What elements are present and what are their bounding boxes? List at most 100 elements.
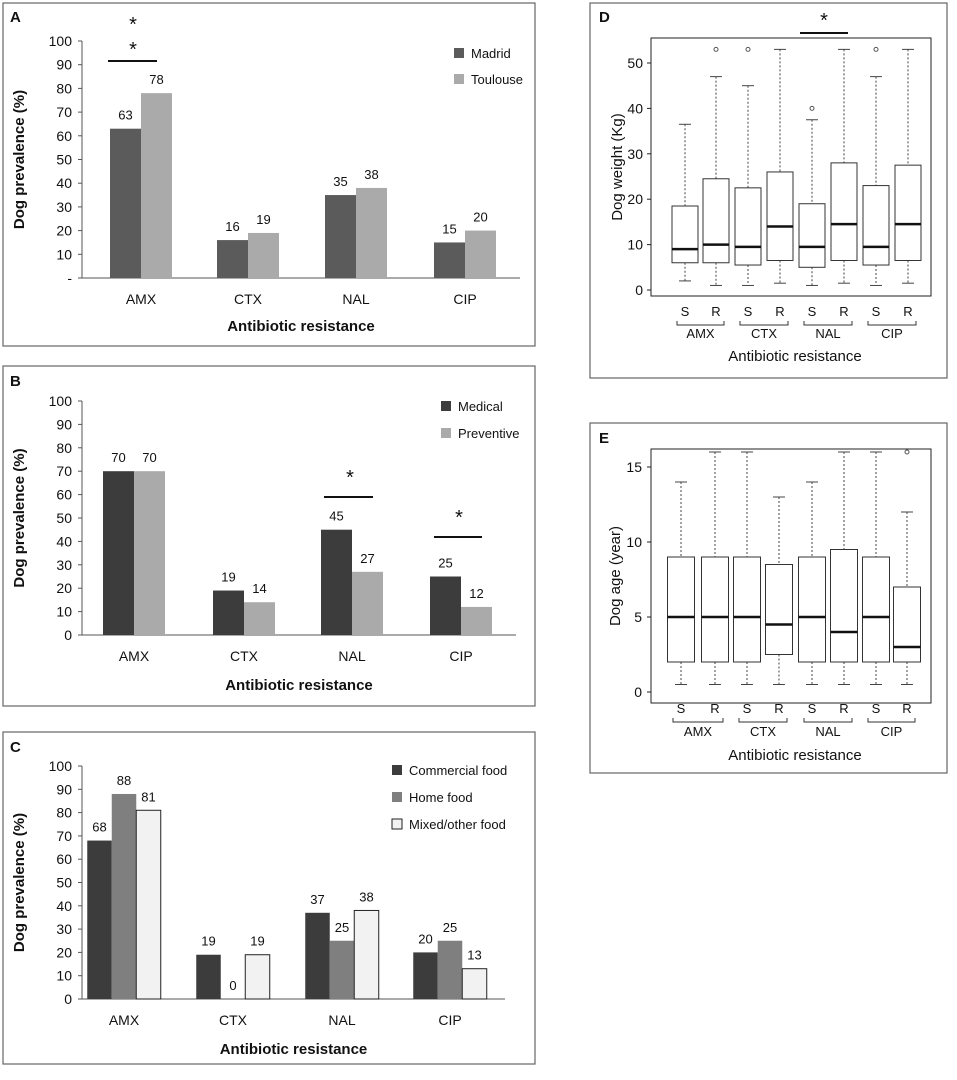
bar-nal-home-food	[329, 940, 355, 999]
group-bracket	[803, 321, 853, 326]
bar-nal-madrid	[325, 195, 356, 278]
y-tick-label: 40	[56, 175, 72, 191]
data-label: 19	[221, 570, 235, 585]
x-subgroup-label: R	[839, 701, 848, 716]
y-tick-label: 30	[627, 146, 643, 162]
outlier-point	[745, 46, 751, 52]
x-subgroup-label: S	[743, 701, 752, 716]
bar-nal-medical	[321, 529, 352, 635]
data-label: 25	[443, 920, 457, 935]
x-subgroup-label: S	[808, 701, 817, 716]
panel-frame	[589, 2, 948, 379]
x-category-label: NAL	[342, 291, 369, 307]
data-label: 70	[111, 450, 125, 465]
box-cip-s	[862, 556, 890, 663]
legend-label: Home food	[409, 790, 473, 805]
plot-area-frame	[650, 37, 932, 297]
plot-area-frame	[650, 448, 932, 704]
group-bracket	[803, 718, 853, 723]
data-label: 38	[359, 889, 373, 904]
legend-swatch	[454, 48, 464, 58]
data-label: 19	[201, 934, 215, 949]
y-tick-label: 60	[56, 851, 72, 867]
y-tick-label: 10	[56, 604, 72, 620]
y-tick-label: 100	[49, 393, 73, 409]
y-tick-label: 15	[626, 459, 642, 475]
panel-frame	[2, 365, 536, 707]
x-group-label: AMX	[684, 724, 713, 739]
bar-amx-mixed-other-food	[135, 809, 162, 1000]
data-label: 78	[149, 72, 163, 87]
y-tick-label: 50	[56, 152, 72, 168]
significance-star: *	[129, 14, 137, 36]
data-label: 15	[442, 221, 456, 236]
x-subgroup-label: S	[744, 304, 753, 319]
box-nal-s	[798, 556, 826, 663]
y-tick-label: 10	[56, 968, 72, 984]
x-subgroup-label: R	[902, 701, 911, 716]
y-tick-label: 20	[56, 580, 72, 596]
data-label: 12	[469, 586, 483, 601]
x-subgroup-label: R	[775, 304, 784, 319]
y-tick-label: 70	[56, 828, 72, 844]
box-ctx-s	[733, 556, 761, 663]
bar-nal-mixed-other-food	[353, 909, 380, 1000]
x-category-label: CTX	[219, 1012, 248, 1028]
y-tick-label: 100	[49, 758, 73, 774]
y-tick-label: -	[67, 270, 72, 286]
y-axis-title: Dog prevalence (%)	[11, 813, 28, 952]
y-tick-label: 80	[56, 440, 72, 456]
bar-cip-commercial-food	[413, 952, 438, 999]
box-ctx-r	[765, 564, 793, 655]
data-label: 16	[225, 219, 239, 234]
x-group-label: CIP	[881, 326, 903, 341]
y-axis-title: Dog prevalence (%)	[11, 448, 28, 587]
x-axis-title: Antibiotic resistance	[220, 1041, 368, 1058]
bar-amx-madrid	[110, 128, 141, 278]
bar-cip-mixed-other-food	[461, 968, 488, 1000]
y-tick-label: 70	[56, 463, 72, 479]
legend-label: Preventive	[458, 426, 519, 441]
legend-label: Medical	[458, 399, 503, 414]
legend-swatch	[441, 428, 451, 438]
data-label: 37	[310, 892, 324, 907]
data-label: 20	[418, 931, 432, 946]
data-label: 25	[438, 556, 452, 571]
x-category-label: CIP	[453, 291, 476, 307]
group-bracket	[738, 718, 788, 723]
box-amx-s	[671, 205, 699, 264]
significance-star: *	[129, 39, 137, 61]
bar-ctx-commercial-food	[196, 954, 221, 999]
legend-label: Commercial food	[409, 763, 507, 778]
y-tick-label: 30	[56, 921, 72, 937]
x-category-label: AMX	[126, 291, 157, 307]
x-group-label: CTX	[750, 724, 776, 739]
x-category-label: NAL	[328, 1012, 355, 1028]
data-label: 35	[333, 174, 347, 189]
y-tick-label: 10	[627, 237, 643, 253]
significance-star: *	[820, 10, 828, 32]
outlier-point	[873, 46, 879, 52]
panel-letter: B	[10, 373, 21, 390]
bar-cip-madrid	[434, 242, 465, 278]
box-amx-r	[702, 178, 730, 264]
group-bracket	[672, 718, 724, 723]
legend-swatch	[441, 401, 451, 411]
x-group-label: AMX	[686, 326, 715, 341]
bar-cip-home-food	[437, 940, 463, 999]
bar-amx-medical	[103, 471, 134, 635]
panel-letter: E	[599, 430, 609, 447]
x-category-label: CIP	[438, 1012, 461, 1028]
x-category-label: AMX	[119, 648, 150, 664]
data-label: 81	[141, 789, 155, 804]
group-bracket	[739, 321, 789, 326]
panel-frame	[589, 422, 948, 774]
y-tick-label: 10	[626, 534, 642, 550]
panel-frame	[2, 731, 536, 1065]
x-subgroup-label: R	[710, 701, 719, 716]
y-tick-label: 20	[627, 191, 643, 207]
y-tick-label: 70	[56, 104, 72, 120]
outlier-point	[713, 46, 719, 52]
x-category-label: CTX	[234, 291, 263, 307]
group-bracket	[867, 321, 917, 326]
